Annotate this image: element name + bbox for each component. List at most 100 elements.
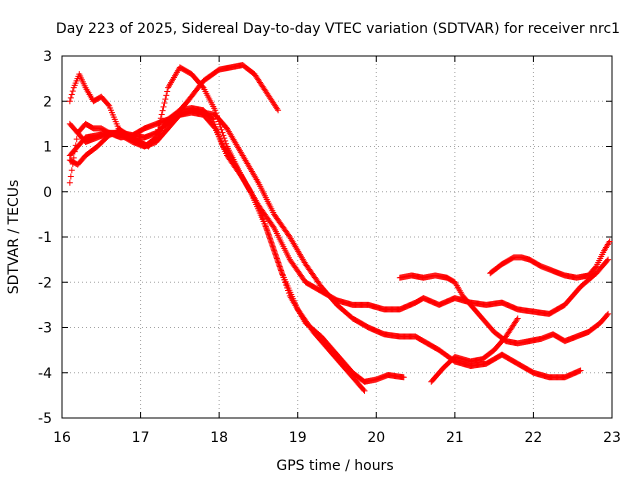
- data-point: [268, 239, 275, 246]
- data-point: [68, 91, 75, 98]
- data-point: [267, 236, 274, 243]
- data-point: [271, 247, 278, 254]
- data-point: [212, 107, 219, 114]
- data-point: [66, 98, 73, 105]
- x-axis-label: GPS time / hours: [276, 458, 393, 474]
- data-point: [514, 315, 521, 322]
- data-point: [270, 244, 277, 251]
- x-tick-label: 16: [53, 430, 71, 446]
- y-tick-label: -1: [38, 230, 52, 246]
- data-point: [105, 101, 112, 108]
- data-point: [269, 242, 276, 249]
- data-point: [606, 238, 613, 245]
- data-point: [605, 310, 612, 317]
- data-point: [265, 231, 272, 238]
- data-point: [266, 234, 273, 241]
- x-tick-label: 17: [132, 430, 150, 446]
- data-point: [69, 88, 76, 95]
- data-point: [70, 154, 77, 161]
- y-tick-label: 0: [43, 185, 52, 201]
- data-point: [155, 126, 162, 133]
- data-point: [159, 107, 166, 114]
- data-point: [513, 316, 520, 323]
- data-point: [282, 279, 289, 286]
- data-point: [158, 111, 165, 118]
- data-point: [216, 121, 223, 128]
- data-point: [218, 126, 225, 133]
- x-tick-label: 23: [603, 430, 621, 446]
- series-track-8: [487, 238, 613, 281]
- data-point: [604, 312, 611, 319]
- data-point: [278, 268, 285, 275]
- data-point: [73, 136, 80, 143]
- data-point: [214, 115, 221, 122]
- series-track-7: [428, 315, 521, 385]
- data-point: [157, 115, 164, 122]
- x-tick-label: 19: [289, 430, 307, 446]
- data-point: [223, 140, 230, 147]
- chart-title: Day 223 of 2025, Sidereal Day-to-day VTE…: [56, 21, 620, 37]
- data-point: [160, 103, 167, 110]
- data-point: [67, 173, 74, 180]
- data-point: [283, 282, 290, 289]
- series-track-1: [66, 105, 368, 394]
- data-point: [156, 119, 163, 126]
- data-point: [156, 122, 163, 129]
- x-tick-label: 20: [367, 430, 385, 446]
- data-point: [280, 274, 287, 281]
- y-tick-label: -5: [38, 411, 52, 427]
- data-point: [284, 284, 291, 291]
- data-points: [66, 62, 613, 394]
- data-point: [605, 256, 612, 263]
- data-point: [577, 367, 584, 374]
- data-point: [163, 92, 170, 99]
- data-point: [153, 134, 160, 141]
- plot-frame: [61, 55, 613, 419]
- y-tick-label: 1: [43, 140, 52, 156]
- data-point: [213, 110, 220, 117]
- data-point: [270, 223, 277, 230]
- data-point: [262, 223, 269, 230]
- x-tick-label: 22: [525, 430, 543, 446]
- data-point: [66, 179, 73, 186]
- data-point: [360, 386, 367, 393]
- data-point: [211, 124, 218, 131]
- data-point: [279, 271, 286, 278]
- data-point: [220, 132, 227, 139]
- data-point: [276, 263, 283, 270]
- data-point: [275, 107, 282, 114]
- y-tick-label: -2: [38, 275, 52, 291]
- data-point: [400, 374, 407, 381]
- data-point: [281, 276, 288, 283]
- y-tick-label: 3: [43, 49, 52, 65]
- data-point: [222, 137, 229, 144]
- data-point: [263, 226, 270, 233]
- data-point: [161, 99, 168, 106]
- data-point: [274, 258, 281, 265]
- data-point: [217, 124, 224, 131]
- data-point: [162, 96, 169, 103]
- data-point: [219, 129, 226, 136]
- data-point: [69, 161, 76, 168]
- data-point: [275, 260, 282, 267]
- data-point: [272, 250, 279, 257]
- data-point: [592, 264, 599, 271]
- data-point: [273, 255, 280, 262]
- data-point: [361, 387, 368, 394]
- y-tick-label: 2: [43, 94, 52, 110]
- series-track-2: [66, 109, 407, 385]
- data-point: [285, 290, 292, 297]
- data-point: [260, 218, 267, 225]
- data-point: [214, 112, 221, 119]
- data-point: [221, 135, 228, 142]
- x-tick-label: 18: [210, 430, 228, 446]
- y-axis-label: SDTVAR / TECUs: [6, 180, 22, 295]
- data-point: [264, 228, 271, 235]
- data-point: [272, 252, 279, 259]
- grid: [62, 56, 612, 418]
- data-point: [67, 94, 74, 101]
- series-track-5: [66, 64, 612, 317]
- data-point: [277, 266, 284, 273]
